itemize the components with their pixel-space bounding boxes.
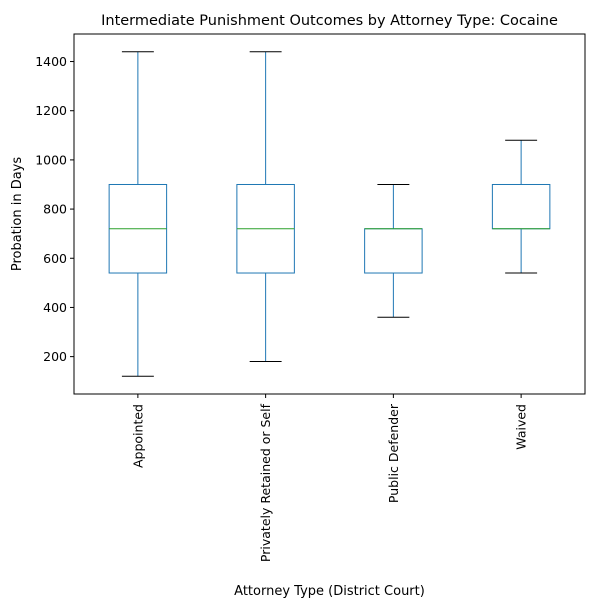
x-axis: Appointed Privately Retained or Self Publi…	[130, 394, 529, 562]
y-axis-label: Probation in Days	[10, 157, 25, 272]
x-axis-label: Attorney Type (District Court)	[234, 584, 425, 599]
y-tick-label: 200	[43, 349, 67, 364]
y-tick-label: 600	[43, 251, 67, 266]
chart-title: Intermediate Punishment Outcomes by Atto…	[101, 13, 558, 29]
box-group	[108, 51, 168, 377]
plot-frame	[73, 33, 586, 395]
iqr-box	[491, 183, 551, 230]
y-tick-label: 1000	[35, 152, 67, 167]
y-axis: 200 400 600 800 1000 1200 1400	[35, 54, 74, 364]
box-group	[236, 51, 295, 363]
y-tick-label: 800	[43, 202, 67, 217]
x-tick-label: Waived	[514, 404, 529, 450]
y-tick-label: 1400	[35, 54, 67, 69]
x-tick-label: Public Defender	[386, 403, 401, 503]
y-tick-label: 1200	[35, 103, 67, 118]
box-group	[491, 139, 551, 274]
iqr-box	[364, 228, 423, 274]
x-tick-label: Appointed	[130, 404, 145, 468]
x-tick-label: Privately Retained or Self	[258, 403, 273, 562]
y-tick-label: 400	[43, 300, 67, 315]
box-group	[364, 183, 423, 318]
plot-area	[108, 51, 551, 377]
